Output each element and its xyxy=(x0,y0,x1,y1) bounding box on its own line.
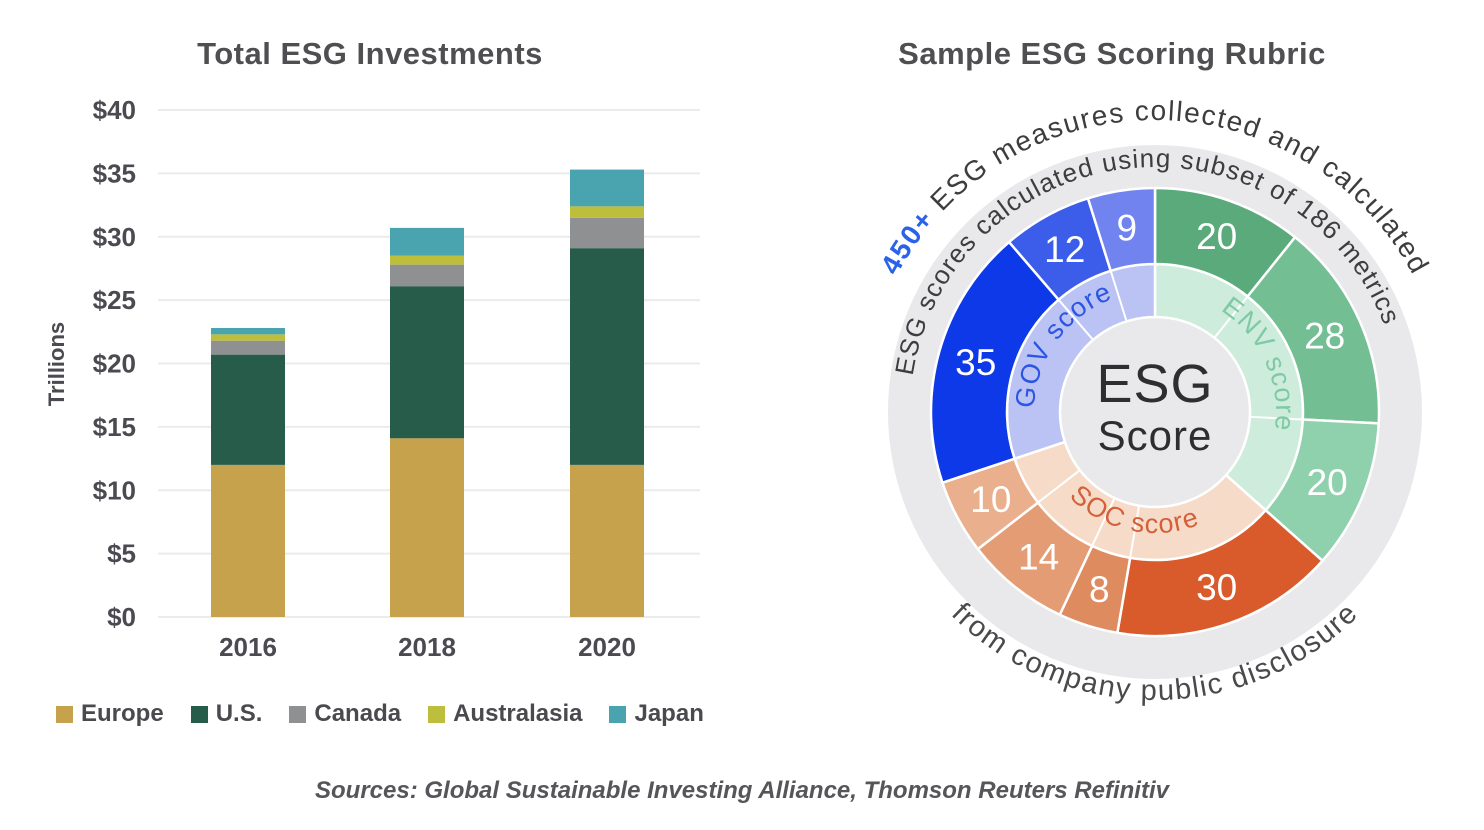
center-label-esg: ESG xyxy=(1096,354,1213,414)
segment-value: 10 xyxy=(970,479,1011,520)
bar-segment-2020-Australasia xyxy=(570,206,644,218)
legend-label: Australasia xyxy=(453,700,583,727)
bar-segment-2018-Europe xyxy=(390,438,464,617)
bar-segment-2018-Canada xyxy=(390,264,464,287)
bar-chart-legend: Europe U.S. Canada Australasia Japan xyxy=(56,700,704,728)
segment-value: 20 xyxy=(1196,216,1237,257)
legend-swatch xyxy=(428,705,446,723)
y-tick-label: $30 xyxy=(93,222,136,252)
legend-item-japan: Japan xyxy=(609,700,704,728)
x-tick-label: 2020 xyxy=(578,632,636,662)
inner-ring-separator xyxy=(1091,497,1116,547)
bar-segment-2020-U.S. xyxy=(570,248,644,465)
inner-ring-separator xyxy=(1109,270,1128,322)
y-tick-label: $10 xyxy=(93,475,136,505)
bar-segment-2018-Japan xyxy=(390,227,464,256)
y-tick-label: $5 xyxy=(107,539,136,569)
bar-segment-2020-Canada xyxy=(570,217,644,249)
inner-ring-separator xyxy=(1213,295,1249,339)
inner-ring-separator xyxy=(1249,415,1303,421)
inner-ring-separator xyxy=(1057,299,1094,341)
x-tick-label: 2018 xyxy=(398,632,456,662)
segment-value: 28 xyxy=(1304,315,1345,356)
y-tick-label: $40 xyxy=(93,95,136,125)
y-tick-label: $35 xyxy=(93,158,136,188)
segment-value: 12 xyxy=(1044,229,1085,270)
bar-segment-2018-Australasia xyxy=(390,255,464,265)
segment-value: 9 xyxy=(1117,208,1138,249)
bar-segment-2016-U.S. xyxy=(211,354,285,465)
legend-swatch xyxy=(289,705,307,723)
segment-value: 14 xyxy=(1018,537,1059,578)
bar-chart-svg: $0 $5 $10 $15 $20 $25 $30 $35 $40 Trillions 2016 20… xyxy=(44,95,700,662)
center-label-score: Score xyxy=(1098,412,1213,459)
legend-swatch xyxy=(609,705,627,723)
y-axis-label: Trillions xyxy=(44,322,69,406)
legend-label: U.S. xyxy=(215,700,263,727)
bar-segment-2020-Japan xyxy=(570,169,644,207)
y-tick-label: $0 xyxy=(107,602,136,632)
sources-note: Sources: Global Sustainable Investing Al… xyxy=(315,777,1169,804)
y-tick-label: $20 xyxy=(93,349,136,379)
y-tick-label: $25 xyxy=(93,285,136,315)
segment-value: 30 xyxy=(1196,567,1237,608)
bar-segment-2016-Australasia xyxy=(211,334,285,341)
legend-swatch xyxy=(190,705,208,723)
bar-segment-2020-Europe xyxy=(570,464,644,617)
bar-segment-2016-Europe xyxy=(211,464,285,617)
legend-item-europe: Europe xyxy=(56,700,164,728)
bar-segment-2016-Japan xyxy=(211,328,285,335)
segment-value: 8 xyxy=(1089,569,1110,610)
bar-chart-title: Total ESG Investments xyxy=(197,36,543,71)
x-tick-label: 2016 xyxy=(219,632,277,662)
legend-label: Canada xyxy=(314,700,402,727)
donut-chart-title: Sample ESG Scoring Rubric xyxy=(898,36,1326,71)
y-tick-label: $15 xyxy=(93,412,136,442)
legend-swatch xyxy=(56,705,73,723)
segment-gov-9 xyxy=(1086,186,1157,273)
bar-segment-2016-Canada xyxy=(211,340,285,355)
legend-item-u-s-: U.S. xyxy=(190,700,263,728)
segment-value: 35 xyxy=(955,342,996,383)
legend-label: Europe xyxy=(81,700,164,727)
legend-item-canada: Canada xyxy=(289,700,401,728)
inner-ring-separator xyxy=(1129,505,1141,559)
bar-segment-2018-U.S. xyxy=(390,286,464,439)
segment-value: 20 xyxy=(1307,462,1348,503)
inner-ring-separator xyxy=(1037,469,1081,504)
legend-label: Japan xyxy=(634,700,704,727)
legend-item-australasia: Australasia xyxy=(428,700,582,728)
